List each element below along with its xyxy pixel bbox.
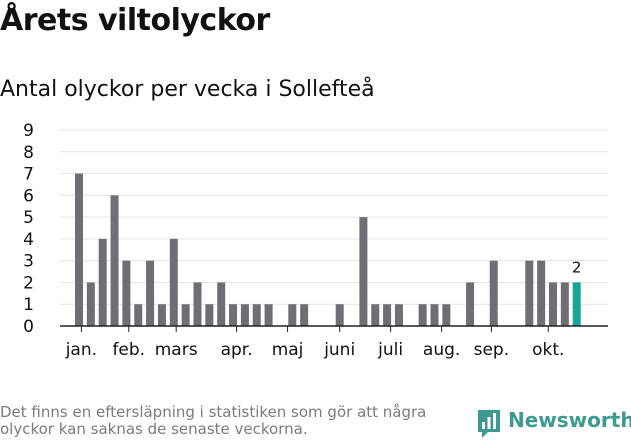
y-tick-label: 3	[23, 252, 34, 272]
y-tick-label: 5	[23, 208, 34, 228]
bar	[359, 217, 368, 326]
x-tick-label: sep.	[474, 340, 510, 360]
bar	[549, 282, 557, 326]
bar	[466, 282, 475, 326]
y-tick-label: 4	[23, 230, 34, 250]
bar	[335, 304, 344, 326]
bar	[110, 195, 119, 326]
x-tick-label: maj	[272, 340, 304, 360]
bar	[181, 304, 190, 326]
bar	[489, 260, 498, 326]
newsworthy-brand[interactable]: Newsworthy	[476, 408, 631, 440]
bar	[264, 304, 273, 326]
x-tick-label: juli	[377, 340, 403, 360]
newsworthy-logo-icon	[478, 410, 500, 438]
x-tick-label: jan.	[65, 340, 97, 360]
y-tick-label: 6	[23, 186, 34, 206]
bar	[560, 282, 569, 326]
bar	[217, 282, 226, 326]
latest-value-label: 2	[572, 258, 582, 276]
x-tick-label: apr.	[221, 340, 253, 360]
y-tick-label: 9	[23, 121, 34, 141]
bar	[300, 304, 309, 326]
bar	[418, 304, 427, 326]
x-tick-label: feb.	[112, 340, 145, 360]
bar	[525, 260, 534, 326]
bar	[157, 304, 166, 326]
chart-subtitle: Antal olyckor per vecka i Sollefteå	[0, 77, 375, 102]
chart-title: Årets viltolyckor	[0, 3, 270, 38]
bar	[134, 304, 143, 326]
x-tick-label: mars	[155, 340, 198, 360]
bar	[383, 304, 392, 326]
bar	[86, 282, 95, 326]
footnote: Det finns en eftersläpning i statistiken…	[0, 403, 427, 438]
brand-name: Newsworthy	[508, 408, 631, 432]
bar	[193, 282, 202, 326]
x-tick-label: aug.	[423, 340, 460, 360]
x-tick-label: juni	[323, 340, 355, 360]
y-tick-label: 2	[23, 273, 34, 293]
bar	[205, 304, 214, 326]
bar	[371, 304, 380, 326]
y-tick-label: 1	[23, 295, 34, 315]
bar	[537, 260, 546, 326]
bar	[146, 260, 155, 326]
bar	[394, 304, 403, 326]
bar	[169, 238, 178, 326]
x-tick-label: okt.	[532, 340, 564, 360]
y-tick-label: 8	[23, 143, 34, 163]
bar-latest-week	[572, 282, 581, 326]
bar	[122, 260, 131, 326]
bar	[240, 304, 249, 326]
bar	[430, 304, 439, 326]
bar	[98, 238, 107, 326]
bar	[229, 304, 238, 326]
y-tick-label: 7	[23, 165, 34, 185]
y-tick-label: 0	[23, 317, 34, 337]
bar	[288, 304, 297, 326]
bar	[442, 304, 451, 326]
bar	[252, 304, 261, 326]
bar	[75, 173, 83, 326]
